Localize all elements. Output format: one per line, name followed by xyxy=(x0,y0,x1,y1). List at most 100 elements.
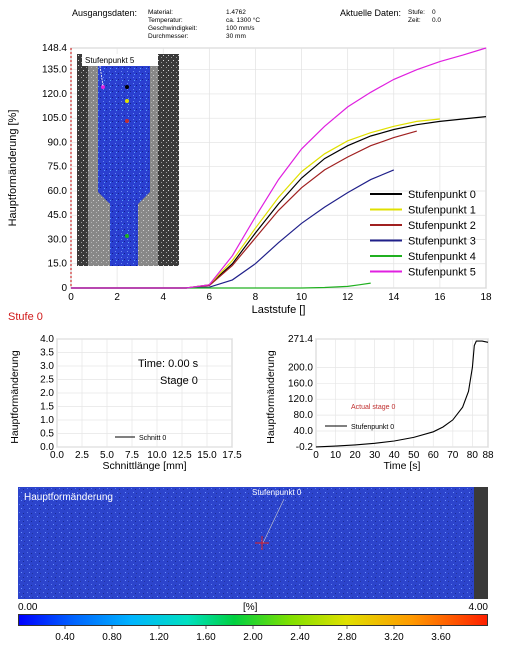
main-x-tick: 6 xyxy=(207,292,213,303)
colorbar-tick-label: 2.00 xyxy=(243,632,263,643)
time-axes: 0 10 20 30 40 50 60 70 80 88 -0.2 40.0 80.0 120.0 160.… xyxy=(265,334,494,472)
time-x-tick: 10 xyxy=(330,450,342,461)
main-y-tick: 135.0 xyxy=(42,65,67,76)
main-chart: Stufenpunkt 5 0 2 4 6 8 10 12 14 16 18 0 15.0 30.0 45… xyxy=(7,43,492,316)
section-y-tick: 1.5 xyxy=(40,402,54,413)
section-x-tick: 10.0 xyxy=(147,450,167,461)
section-y-tick: 2.0 xyxy=(40,388,54,399)
main-series-line-4 xyxy=(71,282,371,289)
section-x-tick: 17.5 xyxy=(222,450,242,461)
legend-label-3: Stufenpunkt 3 xyxy=(408,236,476,248)
field-point-leader xyxy=(262,498,285,544)
material-label: Material: xyxy=(148,9,173,16)
time-grid xyxy=(315,338,489,448)
section-x-tick: 7.5 xyxy=(125,450,139,461)
section-y-tick: 3.5 xyxy=(40,348,54,359)
scale-min: 0.00 xyxy=(18,602,38,613)
main-x-tick: 10 xyxy=(296,292,308,303)
inset-label: Stufenpunkt 5 xyxy=(85,56,135,65)
legend-label-5: Stufenpunkt 5 xyxy=(408,267,476,279)
field-point-label: Stufenpunkt 0 xyxy=(252,488,302,497)
time-y-tick: -0.2 xyxy=(296,442,314,453)
main-y-tick: 148.4 xyxy=(42,43,67,54)
section-legend-label: Schnitt 0 xyxy=(139,435,166,442)
stage-value-small: 0 xyxy=(432,9,436,16)
temperature-label: Temperatur: xyxy=(148,17,183,24)
main-x-tick: 0 xyxy=(68,292,74,303)
main-y-tick: 75.0 xyxy=(48,162,68,173)
colorbar-tick-label: 1.20 xyxy=(149,632,169,643)
time-value-small: 0.0 xyxy=(432,17,442,24)
section-x-tick: 12.5 xyxy=(172,450,192,461)
time-plot-area xyxy=(315,338,489,448)
section-time-annotation: Time: 0.00 s xyxy=(138,358,199,370)
colorbar-gradient xyxy=(18,614,488,626)
main-y-tick: 90.0 xyxy=(48,137,68,148)
colorbar-tick-label: 3.60 xyxy=(431,632,451,643)
speed-label: Geschwindigkeit: xyxy=(148,25,198,32)
section-y-label: Hauptformänderung xyxy=(9,350,21,444)
scale-unit: [%] xyxy=(243,602,258,613)
main-series-group xyxy=(71,47,487,289)
time-y-tick: 160.0 xyxy=(288,378,313,389)
speed-value: 100 mm/s xyxy=(226,25,255,32)
time-x-tick: 50 xyxy=(408,450,420,461)
time-x-tick: 30 xyxy=(369,450,381,461)
time-y-tick: 40.0 xyxy=(294,426,314,437)
section-x-tick: 0.0 xyxy=(50,450,64,461)
main-y-tick: 0 xyxy=(61,283,67,294)
diameter-label: Durchmesser: xyxy=(148,33,189,40)
main-y-tick: 105.0 xyxy=(42,113,67,124)
main-x-tick: 18 xyxy=(480,292,492,303)
field-map xyxy=(18,487,488,599)
field-edge xyxy=(474,487,488,599)
main-x-label: Laststufe [] xyxy=(252,304,306,316)
diameter-value: 30 mm xyxy=(226,33,246,40)
section-x-tick: 2.5 xyxy=(75,450,89,461)
time-label-small: Zeit: xyxy=(408,17,421,24)
stage-label: Stufe 0 xyxy=(8,311,43,323)
colorbar-tick-label: 1.60 xyxy=(196,632,216,643)
main-y-tick: 15.0 xyxy=(48,259,68,270)
time-x-tick: 60 xyxy=(428,450,440,461)
time-series-group xyxy=(315,340,489,448)
legend-label-1: Stufenpunkt 1 xyxy=(408,205,476,217)
field-point-marker xyxy=(255,536,269,550)
colorbar-tick-label: 2.80 xyxy=(337,632,357,643)
legend-label-2: Stufenpunkt 2 xyxy=(408,220,476,232)
scale-max: 4.00 xyxy=(468,602,488,613)
time-x-tick: 40 xyxy=(389,450,401,461)
stage-label-small: Stufe: xyxy=(408,9,425,16)
section-axes: 0.0 2.5 5.0 7.5 10.0 12.5 15.0 17.5 0.0 0.5 1.0 1.5… xyxy=(9,334,242,472)
header-current-block: Stufe: 0 Zeit: 0.0 xyxy=(408,9,478,25)
section-x-tick: 15.0 xyxy=(197,450,217,461)
time-x-tick: 88 xyxy=(482,450,494,461)
temperature-value: ca. 1300 °C xyxy=(226,17,261,24)
field-view: Hauptformänderung Stufenpunkt 0 xyxy=(18,487,488,599)
time-x-label: Time [s] xyxy=(384,460,421,472)
field-title: Hauptformänderung xyxy=(24,492,113,503)
section-stage-annotation: Stage 0 xyxy=(160,375,198,387)
colorbar: 0.00 [%] 4.00 0.40 0.80 1.20 1.60 2.00 2.40 2.… xyxy=(18,600,488,650)
main-y-tick: 120.0 xyxy=(42,89,67,100)
time-y-tick: 271.4 xyxy=(288,334,313,345)
colorbar-ticks: 0.40 0.80 1.20 1.60 2.00 2.40 2.80 3.20 3.60 xyxy=(55,626,451,643)
time-annotations: Actual stage 0 Stufenpunkt 0 xyxy=(325,404,395,431)
section-x-label: Schnittlänge [mm] xyxy=(102,460,186,472)
main-legend: Stufenpunkt 0 Stufenpunkt 1 Stufenpunkt 2 S… xyxy=(370,189,476,279)
time-x-tick: 70 xyxy=(447,450,459,461)
header-left-title: Ausgangsdaten: xyxy=(72,8,138,18)
section-chart: 0.0 2.5 5.0 7.5 10.0 12.5 15.0 17.5 0.0 0.5 1.0 1.5… xyxy=(9,334,242,472)
material-value: 1.4762 xyxy=(226,9,246,16)
main-y-tick: 30.0 xyxy=(48,234,68,245)
main-y-label: Hauptformänderung [%] xyxy=(7,110,19,227)
time-x-tick: 80 xyxy=(467,450,479,461)
main-x-tick: 14 xyxy=(388,292,400,303)
header-right-title: Aktuelle Daten: xyxy=(340,8,402,18)
header-data-block: Material: 1.4762 Temperatur: ca. 1300 °C G… xyxy=(148,9,348,41)
main-x-tick: 8 xyxy=(253,292,259,303)
legend-label-0: Stufenpunkt 0 xyxy=(408,189,476,201)
main-x-tick: 4 xyxy=(160,292,166,303)
colorbar-tick-label: 0.40 xyxy=(55,632,75,643)
section-y-tick: 0.5 xyxy=(40,429,54,440)
